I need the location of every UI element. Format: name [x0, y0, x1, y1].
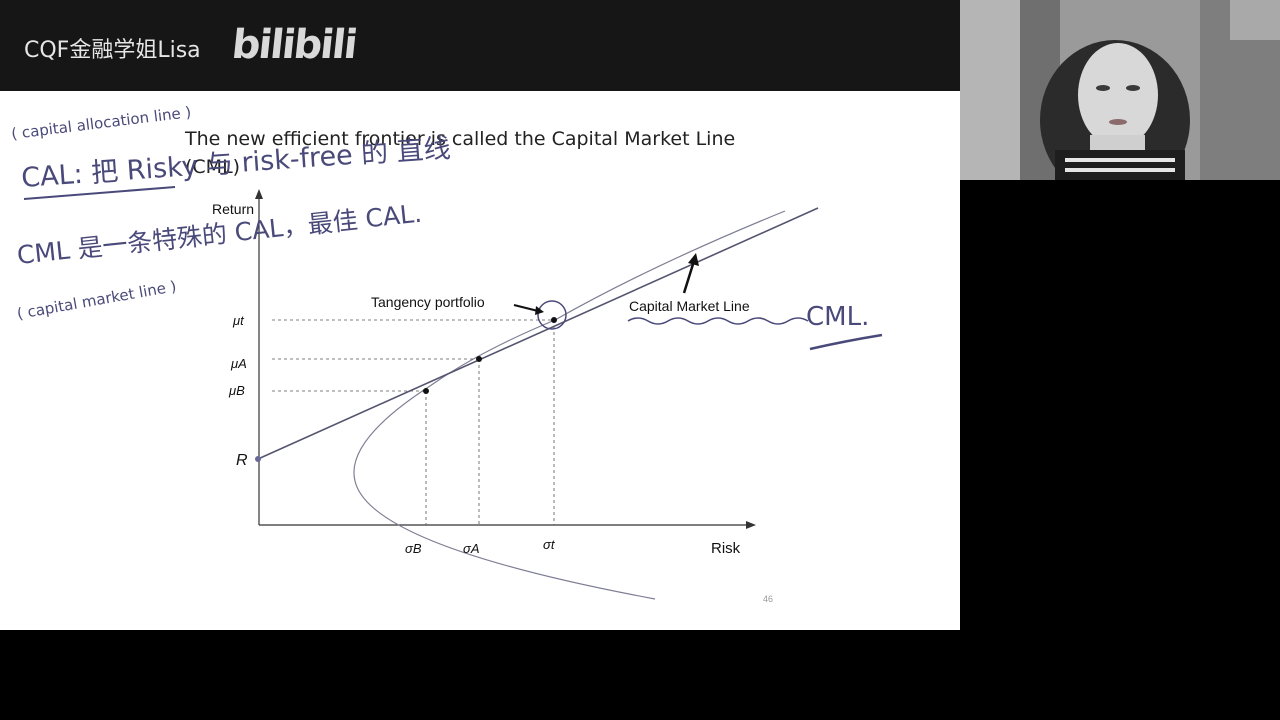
- page-number: 46: [763, 594, 773, 604]
- cml-mark: CML.: [806, 302, 869, 332]
- tangency-point: [551, 317, 557, 323]
- x-axis-arrow: [746, 521, 756, 529]
- presenter-video: [960, 0, 1280, 180]
- lecture-slide: The new efficient frontier is called the…: [0, 91, 960, 630]
- cml-label: Capital Market Line: [629, 298, 750, 314]
- channel-name: CQF金融学姐Lisa: [24, 38, 201, 63]
- tangency-label: Tangency portfolio: [371, 294, 485, 310]
- y-tick-mu-a: μA: [230, 356, 247, 371]
- capital-market-line: [257, 207, 819, 460]
- cml-gloss: ( capital market line ): [16, 277, 178, 323]
- efficient-frontier-upper: [554, 210, 786, 321]
- tangency-arrow: [513, 304, 539, 312]
- bilibili-logo: bilibili: [229, 22, 358, 68]
- x-tick-sigma-b: σB: [405, 541, 422, 556]
- cal-note: CAL: 把 Risky 与 risk-free 的 直线: [20, 133, 451, 194]
- origin-label: R: [236, 452, 248, 469]
- tangency-arrowhead: [535, 306, 544, 315]
- channel-header: CQF金融学姐Lisa bilibili: [0, 0, 960, 91]
- portfolio-a-point: [476, 356, 482, 362]
- cml-wavy-underline: [627, 317, 809, 325]
- cml-arrowhead: [688, 253, 699, 266]
- cml-mark-underline: [809, 333, 883, 351]
- cal-gloss: ( capital allocation line ): [10, 103, 192, 143]
- y-axis-arrow: [255, 189, 263, 199]
- bottom-bar: [0, 630, 960, 720]
- y-tick-mu-b: μB: [228, 383, 245, 398]
- y-tick-mu-t: μt: [232, 313, 245, 328]
- x-tick-sigma-t: σt: [543, 537, 556, 552]
- highlight-circle: [537, 300, 567, 330]
- x-axis-label: Risk: [711, 540, 741, 557]
- x-tick-sigma-a: σA: [463, 541, 480, 556]
- portfolio-b-point: [423, 388, 429, 394]
- webcam-feed: [960, 0, 1280, 180]
- risk-free-point: [255, 456, 261, 462]
- slide-title: The new efficient frontier is called the…: [185, 128, 736, 178]
- cml-arrow: [682, 260, 696, 294]
- cml-diagram: Return Risk R μt μA μB σB σA σt Tangency…: [10, 103, 883, 604]
- y-axis-label: Return: [212, 201, 254, 217]
- efficient-frontier: [353, 319, 656, 600]
- cal-underline: [23, 186, 176, 200]
